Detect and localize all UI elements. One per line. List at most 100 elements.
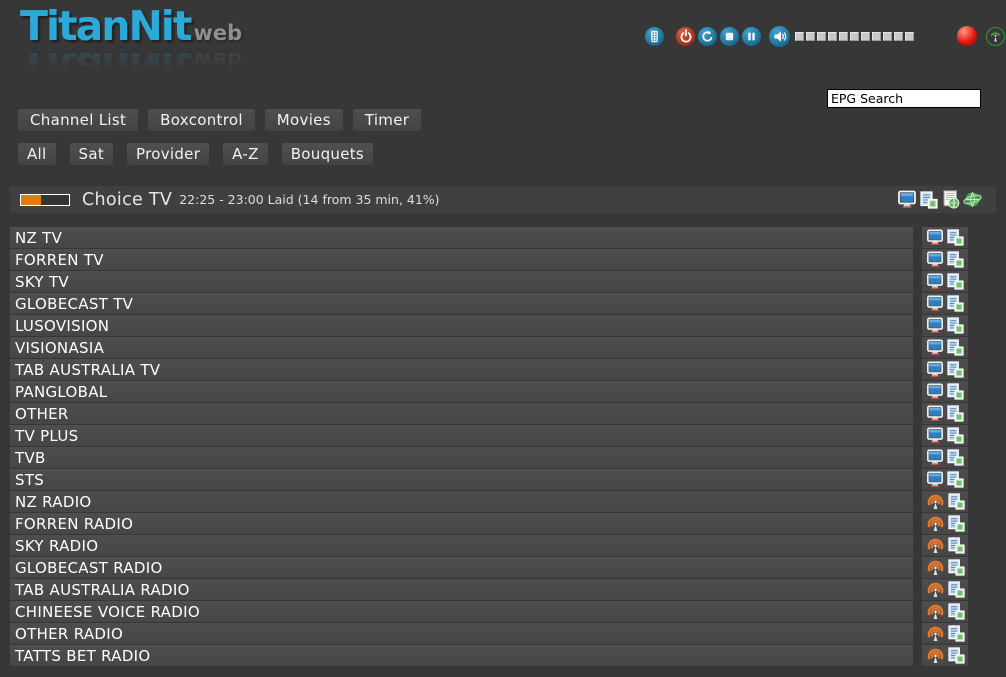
- pause-icon[interactable]: [742, 26, 761, 46]
- epg-icon[interactable]: [947, 559, 965, 576]
- epg-icon[interactable]: [947, 603, 965, 620]
- tab-channel-list[interactable]: Channel List: [18, 109, 139, 131]
- channel-name-bar[interactable]: OTHER RADIO: [10, 623, 913, 644]
- epg-icon[interactable]: [947, 229, 964, 246]
- epg-icon[interactable]: [947, 339, 964, 356]
- stream-tv-icon[interactable]: [926, 427, 944, 444]
- stream-radio-icon[interactable]: [926, 647, 945, 664]
- channel-name-bar[interactable]: SKY TV: [10, 271, 913, 292]
- volume-segment[interactable]: [872, 31, 881, 41]
- stream-tv-icon[interactable]: [926, 449, 944, 466]
- epg-icon[interactable]: [947, 273, 964, 290]
- filter-all[interactable]: All: [18, 143, 56, 165]
- webtv-page-icon[interactable]: [941, 190, 960, 209]
- volume-icon[interactable]: [769, 25, 790, 47]
- epg-icon[interactable]: [947, 251, 964, 268]
- remote-icon[interactable]: [645, 26, 664, 46]
- volume-segment[interactable]: [905, 31, 914, 41]
- volume-segment[interactable]: [806, 31, 815, 41]
- power-icon[interactable]: [676, 26, 695, 46]
- channel-name-bar[interactable]: OTHER: [10, 403, 913, 424]
- channel-name-bar[interactable]: NZ TV: [10, 227, 913, 248]
- volume-segment[interactable]: [894, 31, 903, 41]
- volume-segment[interactable]: [850, 31, 859, 41]
- channel-name-bar[interactable]: VISIONASIA: [10, 337, 913, 358]
- stream-tv-icon[interactable]: [926, 405, 944, 422]
- epg-icon[interactable]: [947, 427, 964, 444]
- filter-bouquets[interactable]: Bouquets: [281, 143, 374, 165]
- channel-row: PANGLOBAL: [10, 381, 1006, 402]
- epg-icon[interactable]: [947, 449, 964, 466]
- channel-name-bar[interactable]: TATTS BET RADIO: [10, 645, 913, 666]
- channel-name-bar[interactable]: PANGLOBAL: [10, 381, 913, 402]
- channel-name-bar[interactable]: LUSOVISION: [10, 315, 913, 336]
- tab-timer[interactable]: Timer: [352, 109, 422, 131]
- filter-provider[interactable]: Provider: [127, 143, 210, 165]
- epg-search-input[interactable]: [827, 89, 981, 108]
- stream-radio-icon[interactable]: [926, 581, 945, 598]
- epg-list-icon[interactable]: [920, 190, 938, 209]
- epg-icon[interactable]: [947, 493, 965, 510]
- channel-name-bar[interactable]: TAB AUSTRALIA TV: [10, 359, 913, 380]
- channel-name-bar[interactable]: GLOBECAST RADIO: [10, 557, 913, 578]
- epg-icon[interactable]: [947, 361, 964, 378]
- stream-tv-icon[interactable]: [926, 383, 944, 400]
- epg-icon[interactable]: [947, 295, 964, 312]
- epg-icon[interactable]: [947, 515, 965, 532]
- channel-name-bar[interactable]: CHINEESE VOICE RADIO: [10, 601, 913, 622]
- channel-name-bar[interactable]: NZ RADIO: [10, 491, 913, 512]
- epg-icon[interactable]: [947, 383, 964, 400]
- stream-tv-icon[interactable]: [926, 361, 944, 378]
- stream-tv-icon[interactable]: [926, 295, 944, 312]
- channel-name-bar[interactable]: STS: [10, 469, 913, 490]
- channel-name-bar[interactable]: GLOBECAST TV: [10, 293, 913, 314]
- web-interface-icon[interactable]: [963, 190, 982, 209]
- epg-icon[interactable]: [947, 647, 965, 664]
- channel-name-bar[interactable]: SKY RADIO: [10, 535, 913, 556]
- channel-list: NZ TV: [10, 227, 1006, 667]
- channel-name-bar[interactable]: FORREN RADIO: [10, 513, 913, 534]
- stream-radio-icon[interactable]: [926, 537, 945, 554]
- volume-segment[interactable]: [828, 31, 837, 41]
- stream-radio-icon[interactable]: [926, 603, 945, 620]
- epg-icon[interactable]: [947, 625, 965, 642]
- volume-segment[interactable]: [839, 31, 848, 41]
- tab-movies[interactable]: Movies: [264, 109, 343, 131]
- channel-row-actions: [922, 249, 968, 270]
- stream-radio-icon[interactable]: [926, 493, 945, 510]
- stream-tv-icon[interactable]: [926, 471, 944, 488]
- volume-segment[interactable]: [861, 31, 870, 41]
- stream-tv-icon[interactable]: [926, 339, 944, 356]
- stream-tv-icon[interactable]: [926, 229, 944, 246]
- channel-row: TAB AUSTRALIA TV: [10, 359, 1006, 380]
- record-icon[interactable]: [957, 26, 977, 46]
- volume-segment[interactable]: [795, 31, 804, 41]
- app-logo: TitanNit web TitanNit web: [20, 6, 242, 92]
- volume-segment[interactable]: [883, 31, 892, 41]
- channel-name-bar[interactable]: TAB AUSTRALIA RADIO: [10, 579, 913, 600]
- epg-icon[interactable]: [947, 317, 964, 334]
- channel-name-bar[interactable]: FORREN TV: [10, 249, 913, 270]
- filter-sat[interactable]: Sat: [69, 143, 113, 165]
- epg-icon[interactable]: [947, 581, 965, 598]
- stream-radio-icon[interactable]: [926, 625, 945, 642]
- epg-icon[interactable]: [947, 537, 965, 554]
- stream-radio-icon[interactable]: [926, 515, 945, 532]
- stop-icon[interactable]: [720, 26, 739, 46]
- epg-icon[interactable]: [947, 405, 964, 422]
- stream-tv-icon[interactable]: [926, 317, 944, 334]
- epg-icon[interactable]: [947, 471, 964, 488]
- stream-tv-icon[interactable]: [926, 251, 944, 268]
- channel-name: TAB AUSTRALIA RADIO: [15, 580, 190, 599]
- stream-tv-icon[interactable]: [926, 273, 944, 290]
- volume-segment[interactable]: [817, 31, 826, 41]
- channel-row-actions: [922, 425, 968, 446]
- stream-tv-icon[interactable]: [897, 190, 917, 209]
- tab-boxcontrol[interactable]: Boxcontrol: [148, 109, 255, 131]
- stream-radio-icon[interactable]: [926, 559, 945, 576]
- channel-name-bar[interactable]: TV PLUS: [10, 425, 913, 446]
- channel-name-bar[interactable]: TVB: [10, 447, 913, 468]
- refresh-icon[interactable]: [698, 26, 717, 46]
- filter-a-z[interactable]: A-Z: [223, 143, 268, 165]
- signal-icon[interactable]: [986, 26, 1005, 46]
